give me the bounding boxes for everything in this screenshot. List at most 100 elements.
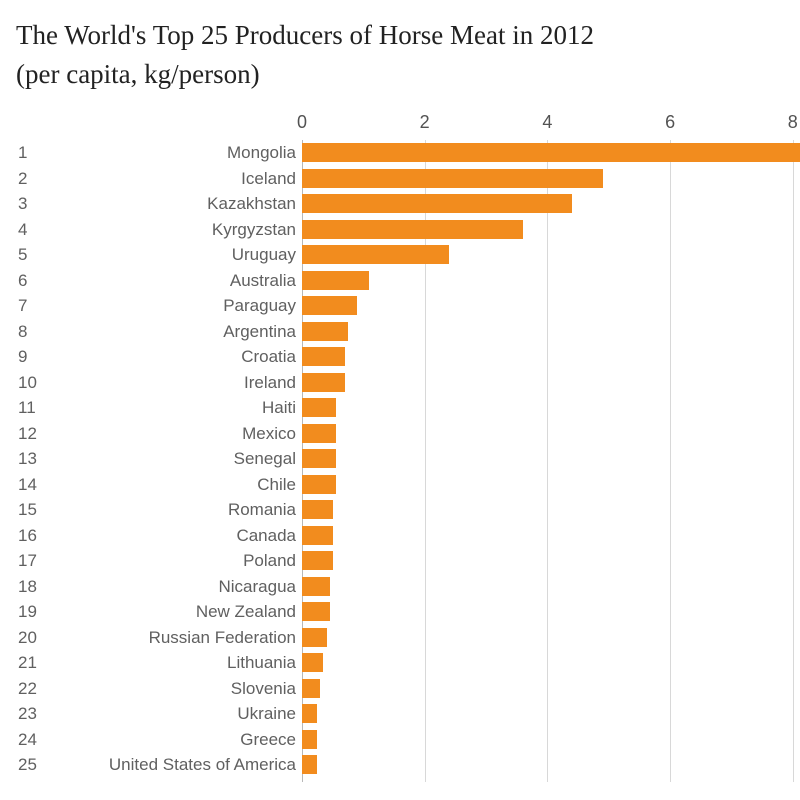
chart-row: 23 Ukraine bbox=[12, 701, 800, 727]
chart-row: 12 Mexico bbox=[12, 421, 800, 447]
category-label: Kazakhstan bbox=[207, 194, 296, 214]
category-label: United States of America bbox=[109, 755, 296, 775]
bar bbox=[302, 245, 449, 264]
rank-label: 17 bbox=[18, 551, 37, 571]
category-label: Canada bbox=[236, 526, 296, 546]
bar bbox=[302, 551, 333, 570]
chart-row: 10 Ireland bbox=[12, 370, 800, 396]
bar bbox=[302, 653, 323, 672]
chart-row: 13 Senegal bbox=[12, 446, 800, 472]
category-label: Slovenia bbox=[231, 679, 296, 699]
bar bbox=[302, 373, 345, 392]
bar bbox=[302, 194, 572, 213]
rank-label: 14 bbox=[18, 475, 37, 495]
bar bbox=[302, 220, 523, 239]
chart-container: 0 24 6 8 1Mongolia 2 Iceland 3 Kazakhstan 4 Kyrgy… bbox=[12, 102, 800, 782]
bar bbox=[302, 296, 357, 315]
category-label: Haiti bbox=[262, 398, 296, 418]
category-label: Chile bbox=[257, 475, 296, 495]
rank-label: 16 bbox=[18, 526, 37, 546]
chart-row: 1Mongolia bbox=[12, 140, 800, 166]
bar bbox=[302, 500, 333, 519]
chart-row: 7 Paraguay bbox=[12, 293, 800, 319]
x-tick-label: 4 bbox=[542, 112, 552, 133]
chart-row: 14 Chile bbox=[12, 472, 800, 498]
category-label: Lithuania bbox=[227, 653, 296, 673]
bar bbox=[302, 526, 333, 545]
rank-label: 7 bbox=[18, 296, 27, 316]
chart-row: 5 Uruguay bbox=[12, 242, 800, 268]
category-label: Russian Federation bbox=[149, 628, 296, 648]
rank-label: 20 bbox=[18, 628, 37, 648]
rank-label: 19 bbox=[18, 602, 37, 622]
category-label: Paraguay bbox=[223, 296, 296, 316]
rank-label: 21 bbox=[18, 653, 37, 673]
x-tick-label: 0 bbox=[297, 112, 307, 133]
category-label: Mexico bbox=[242, 424, 296, 444]
chart-row: 3 Kazakhstan bbox=[12, 191, 800, 217]
bar bbox=[302, 169, 603, 188]
rank-label: 10 bbox=[18, 373, 37, 393]
category-label: Poland bbox=[243, 551, 296, 571]
chart-row: 6 Australia bbox=[12, 268, 800, 294]
bar bbox=[302, 398, 336, 417]
bar bbox=[302, 347, 345, 366]
chart-title: The World's Top 25 Producers of Horse Me… bbox=[12, 16, 800, 94]
rank-label: 4 bbox=[18, 220, 27, 240]
rank-label: 15 bbox=[18, 500, 37, 520]
bar bbox=[302, 679, 320, 698]
category-label: Argentina bbox=[223, 322, 296, 342]
chart-row: 17 Poland bbox=[12, 548, 800, 574]
chart-row: 16 Canada bbox=[12, 523, 800, 549]
x-tick-label: 8 bbox=[788, 112, 798, 133]
category-label: Kyrgyzstan bbox=[212, 220, 296, 240]
title-line-2: (per capita, kg/person) bbox=[16, 59, 260, 89]
chart-row: 2 Iceland bbox=[12, 166, 800, 192]
rank-label: 24 bbox=[18, 730, 37, 750]
bar bbox=[302, 704, 317, 723]
rank-label: 3 bbox=[18, 194, 27, 214]
rank-label: 6 bbox=[18, 271, 27, 291]
chart-row: 22 Slovenia bbox=[12, 676, 800, 702]
chart-row: 24 Greece bbox=[12, 727, 800, 753]
chart-row: 18Nicaragua bbox=[12, 574, 800, 600]
rank-label: 2 bbox=[18, 169, 27, 189]
chart-row: 8 Argentina bbox=[12, 319, 800, 345]
bar bbox=[302, 271, 369, 290]
title-line-1: The World's Top 25 Producers of Horse Me… bbox=[16, 20, 594, 50]
x-tick-label: 6 bbox=[665, 112, 675, 133]
bar bbox=[302, 424, 336, 443]
rank-label: 18 bbox=[18, 577, 37, 597]
bar bbox=[302, 322, 348, 341]
category-label: Iceland bbox=[241, 169, 296, 189]
rank-label: 23 bbox=[18, 704, 37, 724]
category-label: Greece bbox=[240, 730, 296, 750]
bar bbox=[302, 730, 317, 749]
rank-label: 5 bbox=[18, 245, 27, 265]
category-label: New Zealand bbox=[196, 602, 296, 622]
category-label: Ukraine bbox=[237, 704, 296, 724]
chart-row: 21 Lithuania bbox=[12, 650, 800, 676]
bar bbox=[302, 475, 336, 494]
category-label: Senegal bbox=[234, 449, 296, 469]
bar bbox=[302, 449, 336, 468]
rank-label: 25 bbox=[18, 755, 37, 775]
rank-label: 22 bbox=[18, 679, 37, 699]
category-label: Croatia bbox=[241, 347, 296, 367]
rank-label: 11 bbox=[18, 398, 36, 418]
chart-row: 15 Romania bbox=[12, 497, 800, 523]
rank-label: 9 bbox=[18, 347, 27, 367]
bar bbox=[302, 577, 330, 596]
category-label: Romania bbox=[228, 500, 296, 520]
chart-row: 25 United States of America bbox=[12, 752, 800, 778]
rank-label: 13 bbox=[18, 449, 37, 469]
chart-row: 4 Kyrgyzstan bbox=[12, 217, 800, 243]
rank-label: 1 bbox=[18, 143, 27, 163]
category-label: Australia bbox=[230, 271, 296, 291]
category-label: Uruguay bbox=[232, 245, 296, 265]
rank-label: 8 bbox=[18, 322, 27, 342]
chart-rows: 1Mongolia2Iceland3Kazakhstan4Kyrgyzstan5… bbox=[12, 140, 800, 782]
chart-row: 11 Haiti bbox=[12, 395, 800, 421]
category-label: Ireland bbox=[244, 373, 296, 393]
rank-label: 12 bbox=[18, 424, 37, 444]
